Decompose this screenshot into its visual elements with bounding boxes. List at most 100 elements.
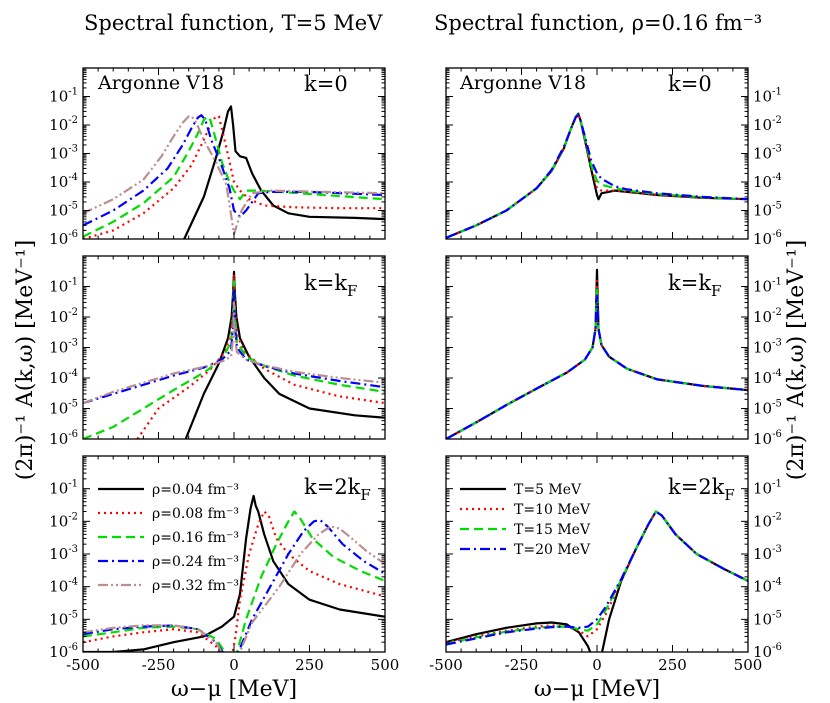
y-tick-label: 10-1 [49,479,78,498]
y-tick-label: 10-1 [753,87,782,106]
legend-label-2: ρ=0.08 fm⁻³ [152,506,239,522]
y-tick-label: 10-6 [49,429,78,448]
panel-right-kF: 10-6 10-5 10-4 10-3 10-2 10-1 [445,255,782,448]
series-line-4 [446,114,748,239]
panel-label-k0-left: k=0 [304,72,348,96]
legend-label-5: ρ=0.32 fm⁻³ [152,578,239,594]
series-line-2 [446,113,748,239]
series-line-1 [446,112,748,239]
right-x-axis-title: ω−μ [MeV] [534,677,660,702]
x-tick-label: -500 [429,656,463,674]
panel-left-k0: 10-6 10-5 10-4 10-3 10-2 10-1 [49,67,386,248]
y-tick-label: 10-5 [753,201,782,220]
series-line-1 [83,494,385,652]
panel-label-2kF-left: k=2kF [304,475,371,504]
legend-label-4: T=20 MeV [514,542,591,558]
y-tick-label: 10-3 [49,544,78,563]
series-group [446,112,748,239]
y-tick-label: 10-6 [753,642,782,661]
series-line-1 [183,105,385,239]
y-tick-label: 10-4 [49,577,78,596]
legend-label-3: T=15 MeV [514,522,591,538]
y-tick-label: 10-2 [49,307,78,326]
x-tick-label: 250 [658,656,687,674]
y-tick-label: 10-3 [753,144,782,163]
y-tick-label: 10-3 [753,544,782,563]
series-group [83,105,385,239]
right-column-title: Spectral function, ρ=0.16 fm⁻³ [434,11,762,35]
y-tick-label: 10-5 [49,609,78,628]
panel-right-k0: 10-6 10-5 10-4 10-3 10-2 10-1 [445,67,782,248]
y-tick-label: 10-4 [49,368,78,387]
y-tick-label: 10-5 [49,399,78,418]
legend-density: ρ=0.04 fm⁻³ ρ=0.08 fm⁻³ ρ=0.16 fm⁻³ ρ=0.24 … [98,482,239,594]
series-group [446,268,748,439]
left-y-axis-title: (2π)⁻¹ A(k,ω) [MeV⁻¹] [13,240,38,480]
y-tick-label: 10-6 [753,229,782,248]
series-line-3 [446,113,748,239]
series-line-5 [83,115,385,236]
y-tick-label: 10-6 [753,429,782,448]
x-tick-label: -250 [142,656,176,674]
panel-left-2kF: 10-6 10-5 10-4 10-3 10-2 10-1 -500 -250 0 250 500 [49,455,400,674]
right-model-label: Argonne V18 [459,72,586,94]
left-model-label: Argonne V18 [97,72,224,94]
right-y-axis-title: (2π)⁻¹ A(k,ω) [MeV⁻¹] [784,240,809,480]
y-tick-label: 10-3 [49,338,78,357]
y-tick-label: 10-4 [753,368,782,387]
x-tick-label: 250 [295,656,324,674]
panel-label-kF-right: k=kF [668,271,721,300]
series-group [83,270,385,439]
panel-left-kF: 10-6 10-5 10-4 10-3 10-2 10-1 [49,255,386,448]
y-tick-label: 10-2 [49,511,78,530]
y-tick-label: 10-3 [753,338,782,357]
legend-label-1: T=5 MeV [514,482,582,498]
series-line-3 [83,115,385,238]
y-tick-label: 10-1 [49,87,78,106]
left-column-title: Spectral function, T=5 MeV [84,11,383,35]
legend-label-4: ρ=0.24 fm⁻³ [152,554,239,570]
series-group [83,494,385,652]
y-tick-label: 10-2 [753,511,782,530]
legend-temperature: T=5 MeV T=10 MeV T=15 MeV T=20 MeV [460,482,591,558]
y-tick-label: 10-6 [49,229,78,248]
series-line-4 [446,294,748,439]
series-line-5 [83,301,385,405]
y-tick-label: 10-4 [753,172,782,191]
series-group [446,510,748,652]
y-tick-label: 10-1 [753,277,782,296]
legend-label-2: T=10 MeV [514,502,591,518]
y-tick-label: 10-2 [753,307,782,326]
left-x-axis-title: ω−μ [MeV] [171,677,297,702]
series-line-2 [136,273,385,439]
y-tick-label: 10-2 [753,115,782,134]
panel-right-2kF: 10-6 10-5 10-4 10-3 10-2 10-1 -500 -250 0 250 500 [429,455,782,674]
y-tick-label: 10-5 [753,609,782,628]
legend-label-1: ρ=0.04 fm⁻³ [152,482,239,498]
series-line-4 [446,510,748,646]
y-tick-label: 10-2 [49,115,78,134]
y-tick-label: 10-4 [49,172,78,191]
y-tick-label: 10-3 [49,144,78,163]
panel-label-2kF-right: k=2kF [668,475,735,504]
y-tick-label: 10-5 [49,201,78,220]
series-line-3 [446,510,748,645]
x-tick-label: 500 [371,656,400,674]
series-line-4 [83,518,385,652]
y-tick-label: 10-1 [49,277,78,296]
series-line-5 [83,525,385,652]
y-tick-label: 10-5 [753,399,782,418]
y-tick-label: 10-1 [753,479,782,498]
legend-label-3: ρ=0.16 fm⁻³ [152,530,239,546]
x-tick-label: -500 [66,656,100,674]
y-tick-label: 10-6 [49,642,78,661]
panel-label-kF-left: k=kF [304,271,357,300]
x-tick-label: 0 [592,656,602,674]
panel-label-k0-right: k=0 [668,72,712,96]
series-line-3 [83,510,385,652]
y-tick-label: 10-4 [753,577,782,596]
x-tick-label: 500 [734,656,763,674]
x-tick-label: -250 [505,656,539,674]
series-line-2 [83,115,385,239]
